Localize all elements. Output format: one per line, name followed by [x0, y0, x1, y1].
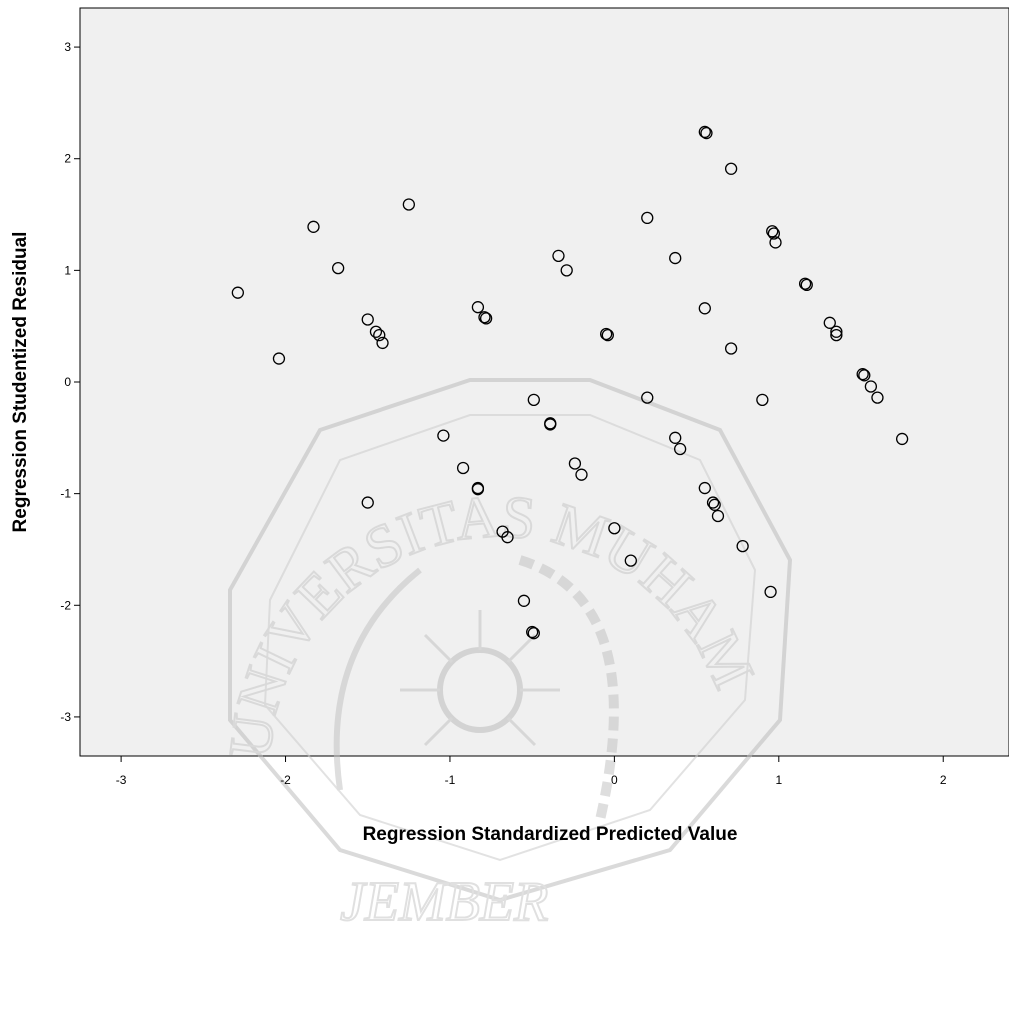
scatter-point [307, 220, 320, 233]
scatter-point [858, 369, 871, 382]
scatter-point [544, 418, 557, 431]
x-tick-label: -2 [280, 773, 291, 787]
scatter-point [601, 328, 614, 342]
scatter-point [856, 368, 869, 381]
scatter-point [527, 627, 540, 640]
scatter-point [724, 162, 738, 175]
scatter-point [736, 539, 749, 553]
y-axis-title: Regression Studentized Residual [10, 232, 31, 533]
scatter-point [501, 531, 514, 544]
scatter-point [830, 328, 843, 342]
scatter-point [669, 431, 682, 444]
scatter-point [575, 468, 588, 481]
scatter-point [698, 481, 711, 495]
x-tick-label: 1 [775, 773, 782, 787]
scatter-point [527, 393, 540, 407]
scatter-point [369, 325, 383, 338]
scatter-point [830, 325, 843, 338]
scatter-point [724, 342, 738, 355]
scatter-point [437, 429, 450, 442]
scatter-point [552, 249, 565, 262]
data-points [231, 125, 909, 640]
x-axis: -3 -2 -1 0 1 2 [116, 756, 947, 787]
scatter-point [756, 393, 769, 407]
scatter-point [231, 286, 244, 299]
x-axis-title: Regression Standardized Predicted Value [363, 824, 738, 845]
x-tick-label: 2 [940, 773, 947, 787]
scatter-point [641, 391, 654, 404]
scatter-point [478, 311, 491, 324]
y-tick-label: -1 [60, 487, 71, 501]
y-tick-label: 2 [64, 152, 71, 166]
scatter-point [517, 594, 531, 607]
scatter-point [764, 585, 777, 599]
scatter-point [526, 625, 539, 639]
y-tick-label: -2 [60, 598, 71, 612]
scatter-point [272, 352, 286, 365]
scatter-point [706, 496, 720, 509]
scatter-point [376, 336, 389, 350]
scatter-point [608, 522, 621, 535]
scatter-point [769, 236, 782, 249]
y-tick-label: 1 [64, 263, 71, 277]
scatter-point [864, 380, 878, 393]
scatter-point [568, 457, 582, 470]
scatter-point [600, 327, 613, 341]
scatter-point [698, 302, 711, 315]
scatter-point [361, 496, 374, 509]
y-tick-label: 0 [64, 375, 71, 389]
scatter-point [471, 301, 485, 314]
scatter-point [871, 391, 884, 404]
scatter-point [700, 126, 713, 140]
scatter-point [641, 211, 654, 225]
scatter-point [766, 225, 779, 238]
scatter-point [331, 261, 345, 275]
scatter-point [767, 227, 781, 240]
scatter-point [711, 509, 725, 523]
scatter-point [560, 264, 573, 277]
scatter-point [800, 278, 813, 292]
scatter-point [624, 554, 637, 567]
scatter-point [674, 442, 687, 456]
scatter-point [708, 498, 721, 511]
x-tick-label: -3 [116, 773, 127, 787]
scatter-point [471, 483, 485, 496]
scatter-point [456, 461, 470, 475]
scatter-point [798, 277, 812, 290]
y-tick-label: -3 [60, 710, 71, 724]
scatter-point [698, 125, 711, 139]
scatter-point [402, 198, 415, 211]
x-tick-label: 0 [611, 773, 618, 787]
y-axis: -3 -2 -1 0 1 2 3 [60, 40, 80, 724]
scatter-point [895, 432, 909, 446]
scatter-point [669, 251, 682, 265]
scatter-point [823, 316, 836, 329]
y-tick-label: 3 [64, 40, 71, 54]
scatter-point [479, 312, 493, 325]
scatter-point [373, 328, 386, 342]
x-tick-label: -1 [445, 773, 456, 787]
watermark-bottom-text: JEMBER [340, 871, 548, 933]
scatter-point [361, 313, 374, 326]
